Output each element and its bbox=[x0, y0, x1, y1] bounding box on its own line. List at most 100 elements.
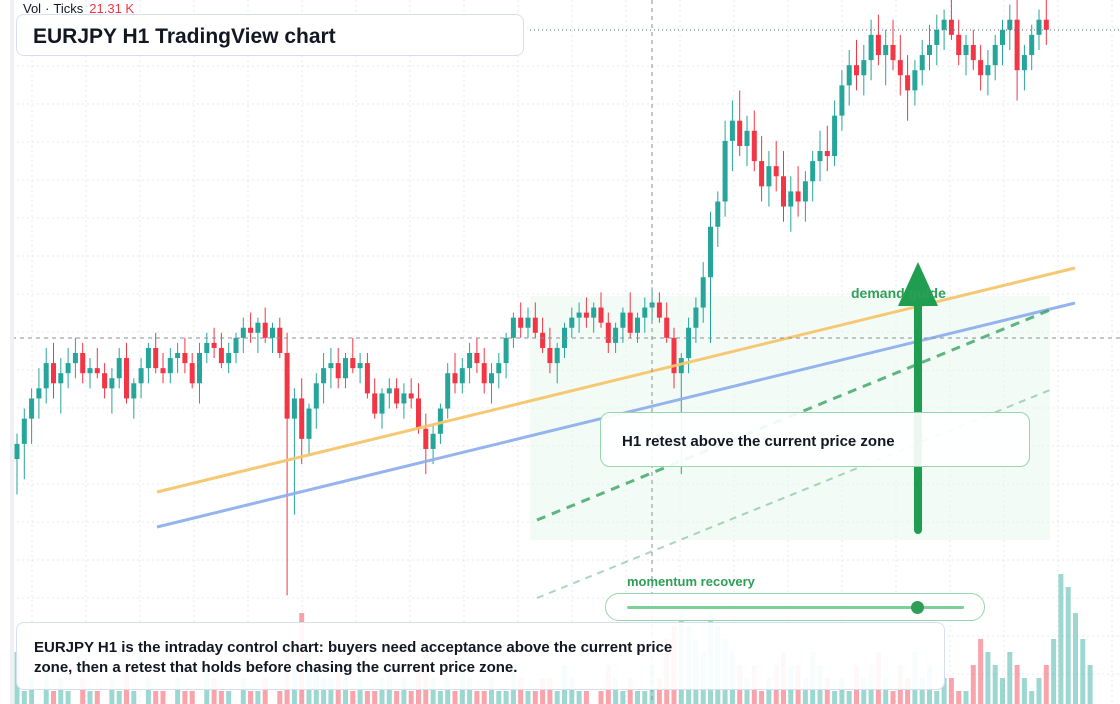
volume-bar bbox=[364, 691, 370, 704]
candle bbox=[423, 413, 429, 475]
vol-value: 21.31 K bbox=[89, 1, 135, 16]
candle bbox=[620, 307, 626, 343]
candle bbox=[401, 383, 407, 419]
candle-body bbox=[423, 428, 429, 449]
candle-body bbox=[481, 363, 487, 384]
candle-body bbox=[291, 398, 297, 419]
candle bbox=[291, 388, 297, 515]
volume-bar bbox=[262, 678, 268, 704]
candle-body bbox=[802, 181, 808, 202]
candle-body bbox=[781, 176, 786, 207]
candle-body bbox=[364, 363, 370, 394]
volume-bar bbox=[131, 691, 137, 704]
demand-guide-label: demand guide bbox=[851, 285, 946, 301]
candle-body bbox=[1036, 19, 1042, 35]
candle-body bbox=[824, 151, 830, 157]
candle-body bbox=[642, 307, 648, 318]
candle bbox=[496, 353, 502, 389]
candle-body bbox=[846, 65, 852, 86]
demand-arrow-icon bbox=[898, 262, 938, 534]
candle bbox=[270, 322, 275, 353]
candle-body bbox=[759, 161, 765, 187]
analysis-note: EURJPY H1 is the intraday control chart:… bbox=[34, 639, 673, 676]
vol-source: Ticks bbox=[53, 1, 84, 16]
candle bbox=[927, 24, 932, 71]
volume-bar bbox=[87, 691, 93, 704]
volume-bar bbox=[445, 678, 451, 704]
volume-bar bbox=[532, 691, 538, 704]
candle bbox=[868, 19, 874, 81]
candle bbox=[583, 297, 589, 328]
candle-body bbox=[394, 388, 400, 404]
candle-body bbox=[284, 353, 290, 419]
candle bbox=[452, 353, 458, 394]
candle bbox=[547, 327, 553, 374]
volume-bar bbox=[518, 678, 524, 704]
chart-title: EURJPY H1 TradingView chart bbox=[33, 25, 336, 48]
candle-body bbox=[1021, 55, 1027, 71]
analysis-note-box: EURJPY H1 is the intraday control chart:… bbox=[16, 622, 945, 690]
candle-body bbox=[503, 337, 509, 364]
candle-body bbox=[854, 65, 859, 76]
candle bbox=[1021, 44, 1027, 91]
candle bbox=[94, 347, 100, 379]
candle bbox=[686, 317, 692, 374]
candle-body bbox=[788, 191, 794, 207]
candle-body bbox=[883, 44, 889, 56]
candle-body bbox=[489, 373, 494, 384]
candle bbox=[912, 60, 918, 106]
candle bbox=[605, 312, 611, 353]
candle-body bbox=[218, 347, 224, 364]
candle-body bbox=[729, 120, 735, 141]
candle bbox=[941, 9, 947, 50]
retest-label: H1 retest above the current price zone bbox=[622, 433, 895, 450]
volume-bar bbox=[970, 665, 976, 704]
candle-body bbox=[678, 358, 684, 374]
momentum-slider[interactable] bbox=[605, 593, 985, 621]
candle bbox=[810, 151, 816, 202]
candle-body bbox=[708, 226, 713, 278]
candle-body bbox=[970, 44, 976, 61]
candle bbox=[729, 100, 735, 172]
candle bbox=[408, 378, 414, 409]
candle bbox=[416, 383, 421, 434]
candle-body bbox=[773, 166, 779, 177]
candle bbox=[350, 337, 356, 374]
candle bbox=[854, 39, 859, 91]
candle bbox=[919, 39, 925, 86]
candle-body bbox=[233, 337, 239, 353]
candle-body bbox=[124, 358, 129, 399]
candle bbox=[197, 342, 202, 404]
candle-body bbox=[474, 353, 480, 364]
candle-body bbox=[1043, 19, 1049, 30]
candle bbox=[832, 100, 838, 167]
volume-bar bbox=[328, 678, 334, 704]
candle-body bbox=[109, 378, 115, 389]
candle-body bbox=[912, 70, 918, 91]
candle bbox=[124, 342, 129, 404]
volume-legend[interactable]: Vol · Ticks 21.31 K bbox=[23, 1, 135, 16]
candle-body bbox=[613, 327, 619, 343]
candle bbox=[328, 347, 334, 389]
volume-bar bbox=[1043, 665, 1049, 704]
candle bbox=[167, 347, 173, 384]
candle bbox=[554, 342, 560, 384]
candle-body bbox=[197, 353, 202, 384]
volume-bar bbox=[467, 678, 473, 704]
candle bbox=[306, 403, 312, 454]
candle-body bbox=[875, 34, 881, 56]
volume-bar bbox=[919, 678, 925, 704]
candle bbox=[299, 378, 305, 465]
candle bbox=[1007, 4, 1013, 50]
left-edge-bar bbox=[10, 0, 14, 704]
candle bbox=[532, 302, 538, 338]
volume-bar bbox=[189, 691, 195, 704]
candle-body bbox=[941, 19, 947, 30]
candle-body bbox=[532, 317, 538, 333]
momentum-knob[interactable] bbox=[910, 601, 924, 614]
candle-body bbox=[116, 358, 122, 379]
volume-bar bbox=[1007, 652, 1013, 704]
candle-body bbox=[321, 368, 327, 384]
candle-body bbox=[890, 44, 896, 61]
candle-body bbox=[525, 317, 531, 328]
